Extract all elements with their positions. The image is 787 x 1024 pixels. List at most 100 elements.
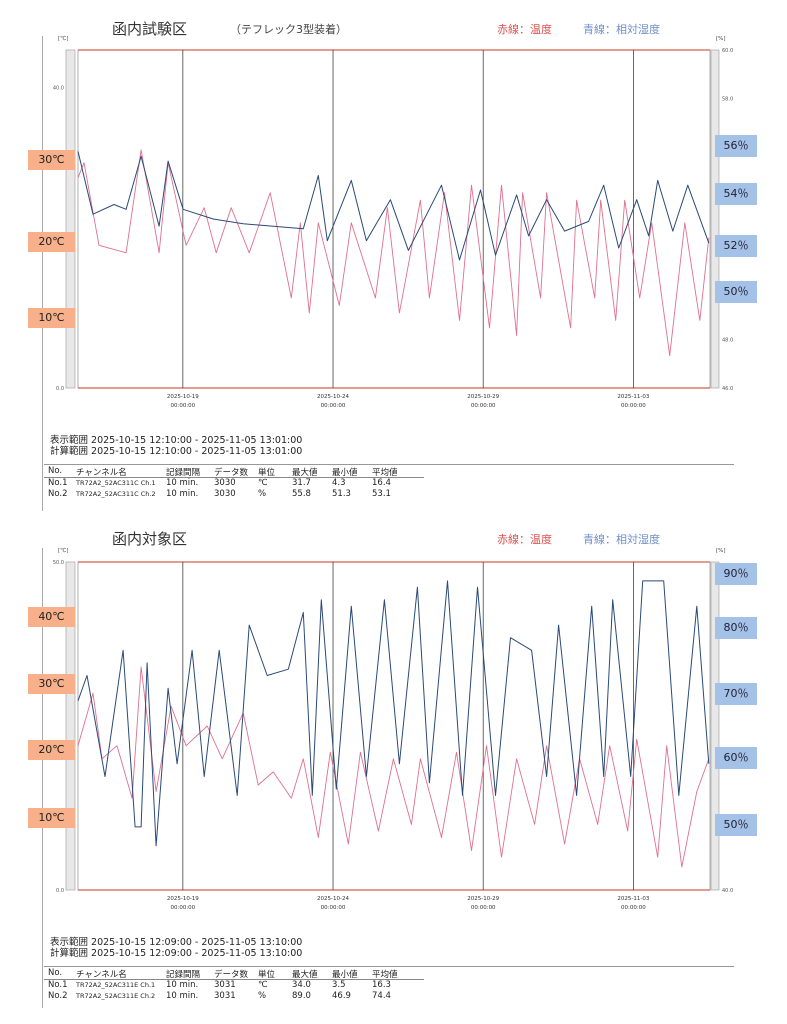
temperature-annotation: 30℃ (28, 674, 75, 694)
table-cell: No.1 (48, 980, 68, 990)
column-header: 単位 (258, 970, 276, 980)
left-axis-unit: [℃] (58, 35, 68, 42)
table-cell: TR72A2_52AC311E Ch.1 (76, 981, 156, 989)
temperature-annotation: 20℃ (28, 740, 75, 760)
date-tick-label: 2025-10-19 (167, 394, 199, 400)
table-cell: 16.4 (372, 478, 391, 488)
right-axis-unit: [%] (716, 36, 726, 42)
table-cell: TR72A2_52AC311E Ch.2 (76, 992, 156, 1000)
column-header: 最小値 (332, 970, 358, 980)
column-header: 記録間隔 (166, 468, 201, 478)
table-cell: 3031 (214, 980, 236, 990)
legend-temperature: 赤線：温度 (497, 533, 552, 546)
right-axis-scrollbar[interactable] (710, 49, 720, 389)
right-axis-scrollbar[interactable] (710, 561, 720, 891)
humidity-annotation: 90％ (715, 563, 757, 585)
legend-humidity: 青線：相対湿度 (583, 23, 660, 36)
date-tick-label: 2025-11-03 (617, 896, 649, 902)
column-header: No. (48, 466, 63, 476)
right-tick-label: 40.0 (722, 888, 733, 894)
column-header: チャンネル名 (76, 468, 127, 478)
column-header: 単位 (258, 468, 276, 478)
date-tick-label: 2025-10-29 (467, 394, 499, 400)
humidity-annotation: 52％ (715, 235, 757, 257)
table-cell: No.2 (48, 991, 68, 1001)
table-cell: 10 min. (166, 991, 199, 1001)
calc-range: 計算範囲 2025-10-15 12:09:00 - 2025-11-05 13… (50, 948, 303, 959)
temperature-annotation: 10℃ (28, 808, 75, 828)
table-cell: 4.3 (332, 478, 346, 488)
temperature-series-line (77, 666, 710, 868)
date-tick-label: 2025-10-24 (317, 896, 349, 902)
left-tick-label: 40.0 (53, 86, 64, 92)
table-cell: TR72A2_52AC311C Ch.1 (76, 479, 156, 487)
table-cell: 53.1 (372, 489, 391, 499)
table-row: No.2 TR72A2_52AC311E Ch.2 10 min. 3031% 89.0… (44, 991, 424, 1002)
stats-table: No. チャンネル名 記録間隔 データ数 単位 最大値 最小値 平均値 No.1 TR72A2_5… (44, 968, 424, 1002)
time-tick-label: 00:00:00 (621, 403, 646, 409)
chart-svg: 2025-10-19 00:00:00 2025-10-24 00:00:00 2025… (53, 547, 733, 911)
table-cell: ℃ (258, 980, 268, 990)
page-border (42, 548, 43, 1008)
left-tick-label: 0.0 (56, 888, 64, 894)
legend-temperature: 赤線：温度 (497, 23, 552, 36)
chart-subtitle: （テフレック3型装着） (230, 23, 347, 36)
table-cell: 55.8 (292, 489, 311, 499)
humidity-annotation: 56％ (715, 135, 757, 157)
column-header: チャンネル名 (76, 970, 127, 980)
date-tick-label: 2025-10-29 (467, 896, 499, 902)
time-tick-label: 00:00:00 (321, 905, 346, 911)
table-cell: 10 min. (166, 980, 199, 990)
table-cell: 16.3 (372, 980, 391, 990)
column-header: 記録間隔 (166, 970, 201, 980)
humidity-annotation: 54％ (715, 183, 757, 205)
table-header: No. チャンネル名 記録間隔 データ数 単位 最大値 最小値 平均値 (44, 968, 424, 980)
table-row: No.1 TR72A2_52AC311C Ch.1 10 min. 3030 ℃ 31.7… (44, 478, 424, 489)
humidity-annotation: 50％ (715, 814, 757, 836)
table-cell: 46.9 (332, 991, 351, 1001)
left-axis-unit: [℃] (58, 547, 68, 554)
left-tick-label: 50.0 (53, 560, 64, 566)
table-cell: 51.3 (332, 489, 351, 499)
left-axis-scrollbar[interactable] (65, 49, 76, 389)
chart-svg: 2025-10-19 00:00:00 2025-10-24 00:00:00 2025… (53, 35, 733, 409)
table-cell: 3.5 (332, 980, 346, 990)
time-tick-label: 00:00:00 (170, 905, 195, 911)
date-tick-label: 2025-10-24 (317, 394, 349, 400)
left-axis-scrollbar[interactable] (65, 561, 76, 891)
temperature-annotation: 20℃ (28, 232, 75, 252)
temperature-annotation: 40℃ (28, 607, 75, 627)
right-axis-unit: [%] (716, 548, 726, 554)
table-header: No. チャンネル名 記録間隔 データ数 単位 最大値 最小値 平均値 (44, 466, 424, 478)
right-tick-label: 46.0 (722, 386, 733, 392)
stats-table: No. チャンネル名 記録間隔 データ数 単位 最大値 最小値 平均値 No.1 TR72A2_5… (44, 466, 424, 500)
table-cell: No.1 (48, 478, 68, 488)
table-cell: 3030 (214, 489, 236, 499)
humidity-series-line (77, 151, 710, 261)
table-cell: % (258, 991, 267, 1001)
chart-title: 函内対象区 (112, 530, 188, 548)
temperature-annotation: 30℃ (28, 150, 75, 170)
table-row: No.1 TR72A2_52AC311E Ch.1 10 min. 3031 ℃ 34.0… (44, 980, 424, 991)
display-range: 表示範囲 2025-10-15 12:09:00 - 2025-11-05 13… (50, 937, 303, 948)
table-cell: 34.0 (292, 980, 311, 990)
calc-range: 計算範囲 2025-10-15 12:10:00 - 2025-11-05 13… (50, 446, 303, 457)
column-header: 最大値 (292, 468, 318, 478)
column-header: データ数 (214, 468, 249, 478)
date-tick-label: 2025-11-03 (617, 394, 649, 400)
chart-title: 函内試験区 (112, 20, 188, 38)
table-cell: No.2 (48, 489, 68, 499)
page-border (42, 36, 43, 511)
column-header: 平均値 (372, 970, 398, 980)
plot-frame (77, 49, 711, 389)
column-header: データ数 (214, 970, 249, 980)
date-tick-label: 2025-10-19 (167, 896, 199, 902)
temperature-annotation: 10℃ (28, 308, 75, 328)
table-cell: TR72A2_52AC311C Ch.2 (76, 490, 156, 498)
display-range: 表示範囲 2025-10-15 12:10:00 - 2025-11-05 13… (50, 435, 303, 446)
column-header: 最大値 (292, 970, 318, 980)
table-cell: 3030 (214, 478, 236, 488)
column-header: 最小値 (332, 468, 358, 478)
table-row: No.2 TR72A2_52AC311C Ch.2 10 min. 3030% 55.8… (44, 489, 424, 500)
